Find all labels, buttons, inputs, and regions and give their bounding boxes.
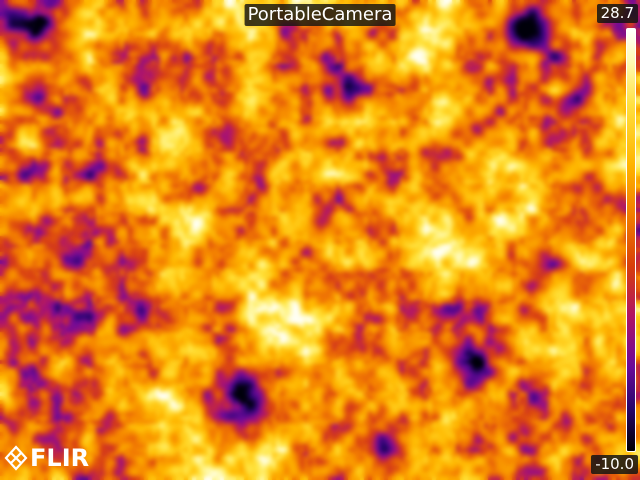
temperature-scale-bar: [626, 28, 636, 452]
flir-logo: FLIR: [4, 445, 89, 471]
min-temperature-label: -10.0: [591, 455, 638, 474]
max-temperature-label: 28.7: [596, 4, 638, 23]
flir-logo-text: FLIR: [30, 444, 90, 472]
camera-title: PortableCamera: [244, 4, 396, 26]
flir-diamond-logo-icon: [4, 445, 28, 471]
